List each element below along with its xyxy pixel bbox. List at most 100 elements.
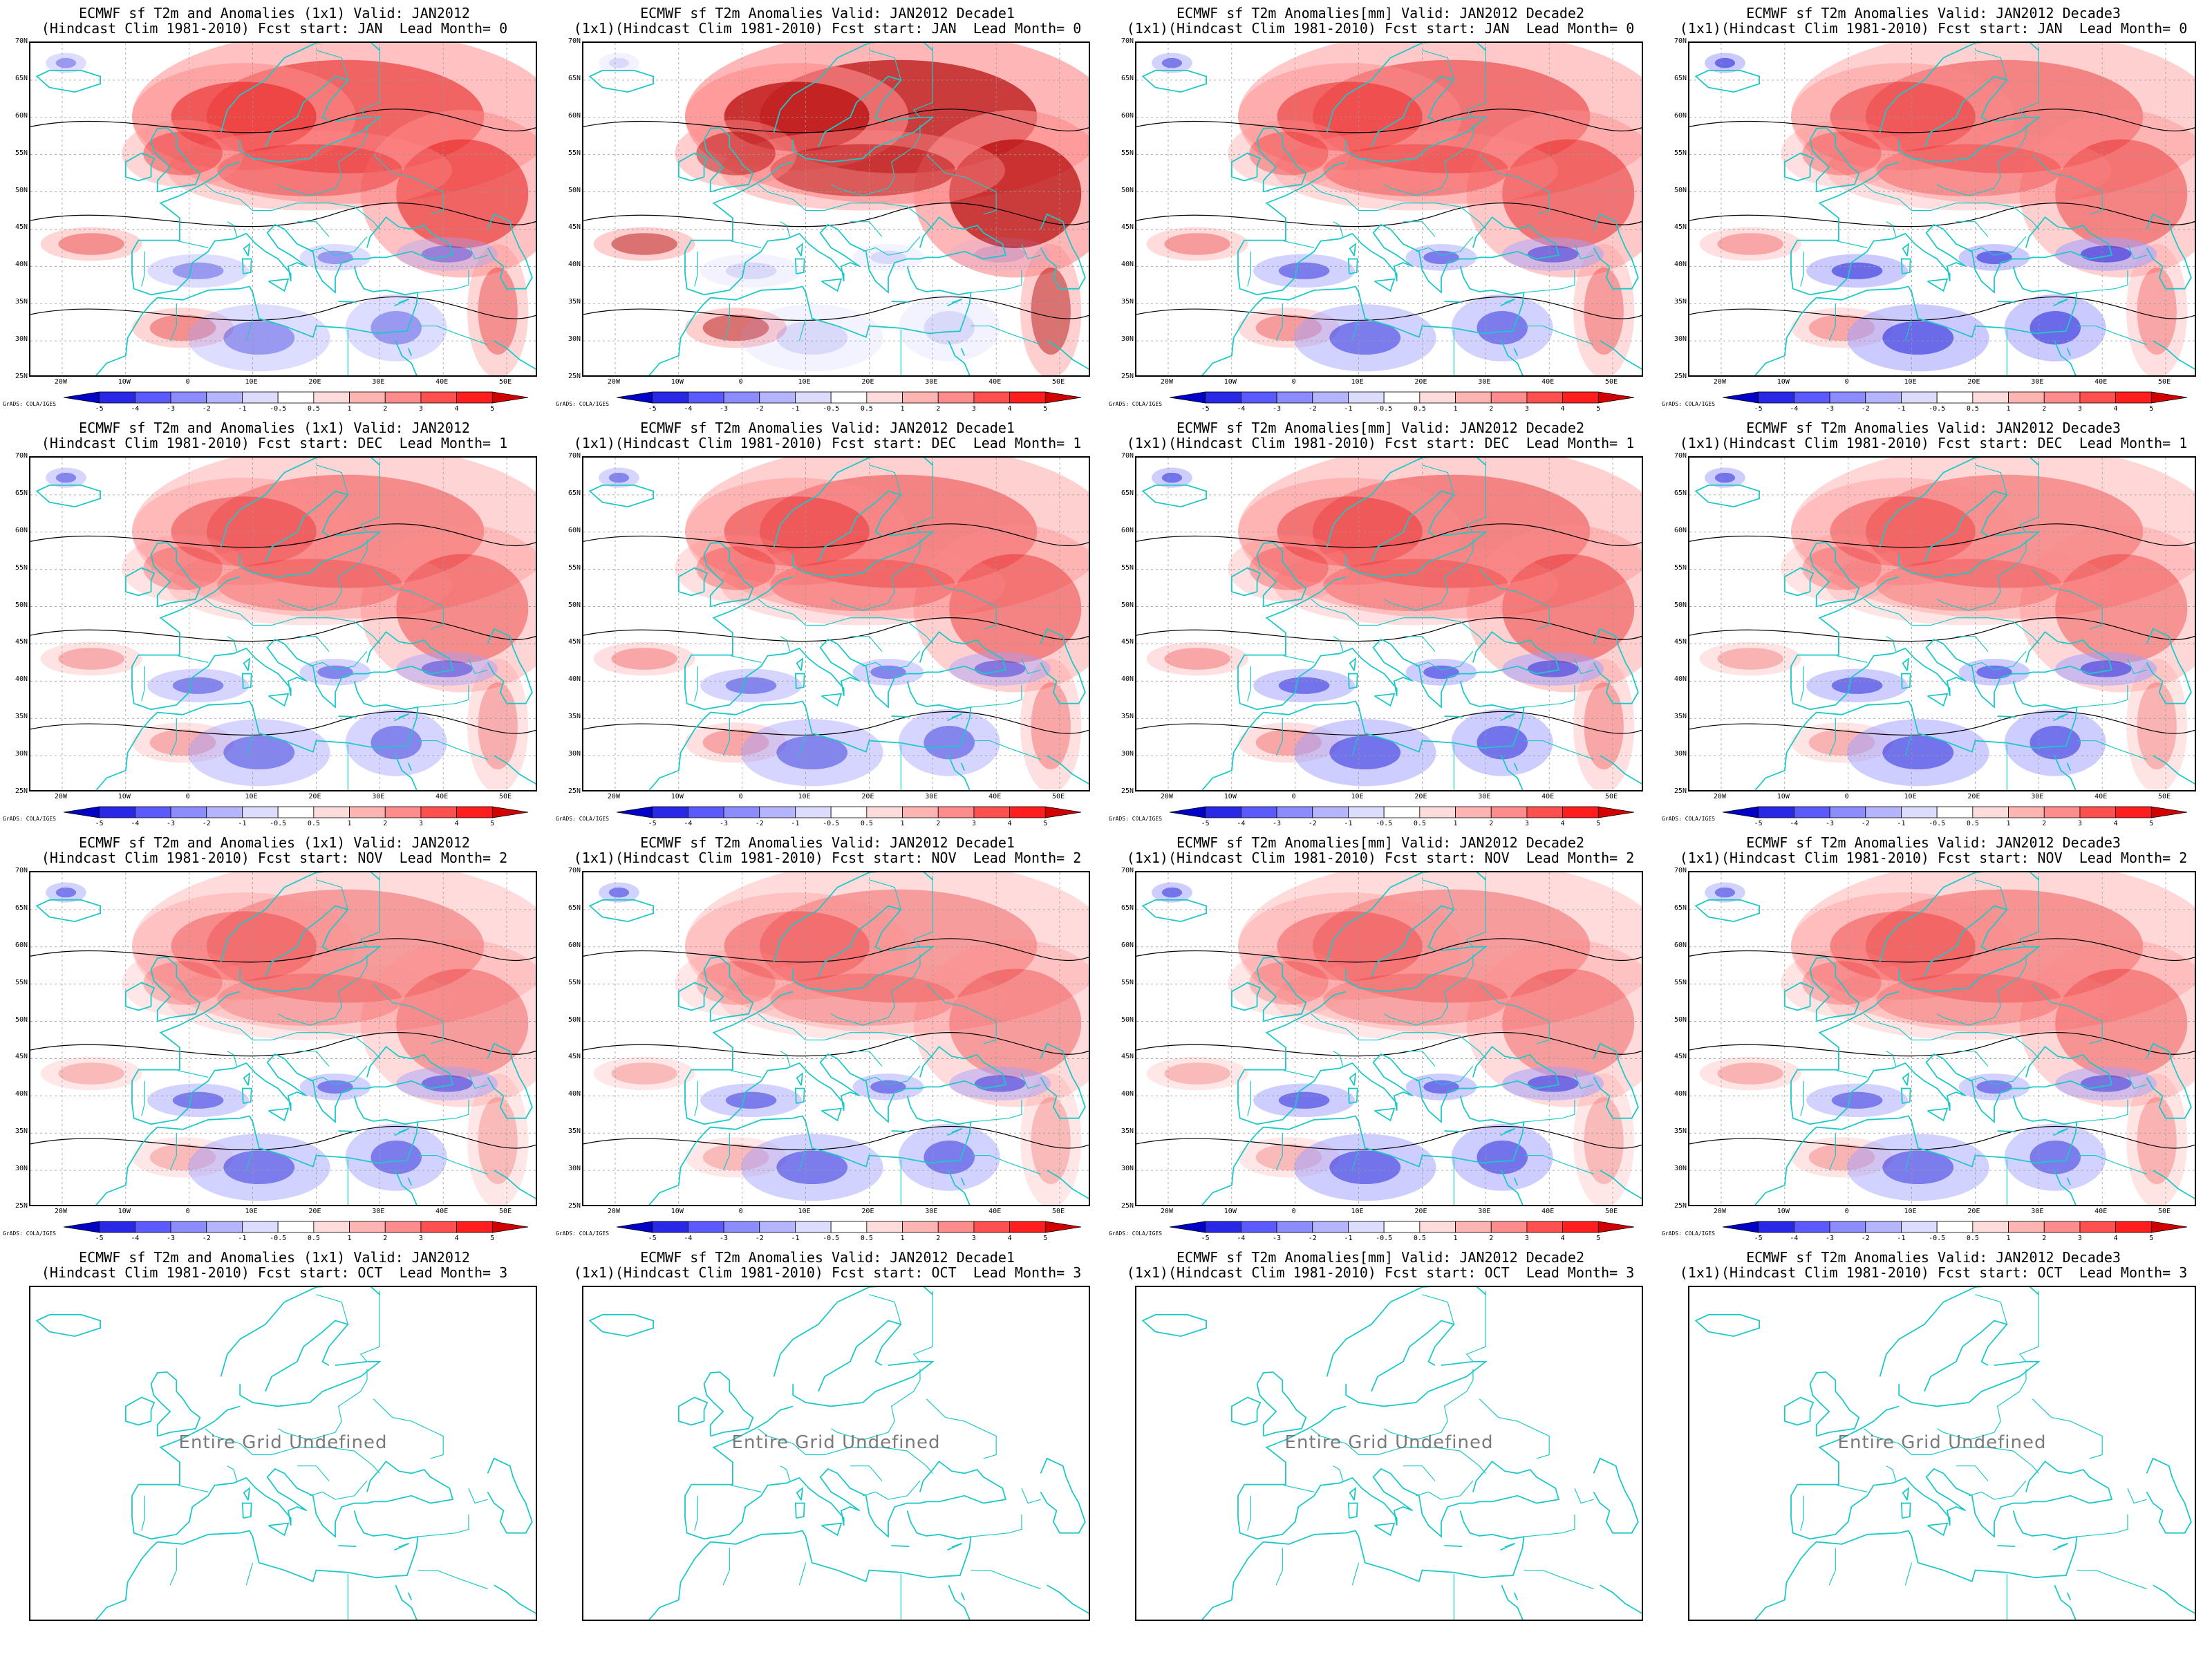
coastline — [677, 567, 709, 597]
colorbar-swatch — [1009, 806, 1046, 818]
coastline — [1754, 1510, 2078, 1620]
cold-anomaly-core — [2080, 245, 2132, 263]
map-panel: ECMWF sf T2m and Anomalies (1x1) Valid: … — [1, 831, 547, 1244]
coastline — [947, 1127, 962, 1136]
country-border — [1479, 569, 1550, 630]
warm-anomaly-area — [685, 308, 787, 348]
colorbar-swatch — [1276, 391, 1313, 404]
warm-anomaly-area — [40, 641, 142, 676]
coastline — [95, 681, 419, 790]
coastline — [1754, 266, 2078, 375]
coastline — [1809, 956, 1860, 1022]
coastline — [1902, 1071, 1910, 1086]
temperature-contour — [1136, 938, 1642, 963]
coastline — [1924, 905, 2008, 977]
coastline — [1047, 755, 1089, 785]
longitude-label: 10E — [1351, 1208, 1364, 1215]
coastline — [1047, 1170, 1089, 1199]
coastline — [794, 1087, 805, 1104]
colorbar-tick-label: -0.5 — [270, 1235, 287, 1242]
country-border — [2077, 325, 2147, 346]
latitude-label: 55N — [1121, 978, 1134, 986]
colorbar-swatch — [866, 391, 903, 404]
colorbar-tick-label: 4 — [1007, 820, 1012, 827]
longitude-label: 10W — [671, 378, 684, 386]
country-border — [850, 1465, 883, 1481]
colorbar-swatch — [1562, 1221, 1599, 1233]
coastline — [2054, 1584, 2077, 1620]
panel-title-line1: ECMWF sf T2m Anomalies Valid: JAN2012 De… — [1746, 420, 2121, 436]
cold-anomaly-area — [740, 719, 883, 787]
coastline — [703, 956, 754, 1022]
longitude-label: 50E — [499, 1208, 512, 1215]
longitude-label: 20E — [861, 793, 874, 800]
colorbar-tick-label: -3 — [1273, 820, 1282, 827]
latitude-label: 65N — [1674, 489, 1687, 497]
colorbar-tick-label: 0.5 — [860, 1235, 873, 1242]
coastline — [1371, 1320, 1455, 1392]
latitude-label: 70N — [1674, 37, 1687, 45]
warm-anomaly-area — [132, 892, 356, 1000]
warm-anomaly-core — [149, 315, 216, 341]
longitude-label: 50E — [1605, 1208, 1618, 1215]
cold-anomaly-area — [299, 1074, 371, 1100]
country-border — [912, 46, 933, 118]
colorbar-tick-label: -5 — [1201, 820, 1210, 827]
longitude-label: 50E — [1052, 1208, 1065, 1215]
country-border — [1574, 658, 1594, 675]
country-border — [863, 236, 921, 256]
colorbar-swatch — [866, 1221, 903, 1233]
cold-anomaly-core — [1278, 677, 1330, 694]
country-border — [297, 1051, 330, 1067]
latitude-label: 35N — [1674, 713, 1687, 721]
colorbar-tick-label: 4 — [1007, 1235, 1012, 1242]
coastline — [1444, 1130, 1463, 1132]
colorbar-swatch — [1205, 391, 1241, 404]
cold-anomaly-area — [147, 254, 250, 288]
latitude-label: 70N — [568, 452, 581, 460]
country-border — [2018, 1291, 2039, 1362]
grads-credit: GrADS: COLA/IGES — [3, 401, 57, 407]
colorbar-tick-label: 4 — [2113, 1235, 2118, 1242]
country-border — [1886, 1024, 2039, 1059]
warm-anomaly-area — [167, 130, 453, 211]
longitude-label: 50E — [2158, 793, 2171, 800]
country-border — [1886, 1465, 1897, 1481]
panel-title-line1: ECMWF sf T2m and Anomalies (1x1) Valid: … — [79, 1249, 470, 1266]
coastline — [338, 715, 357, 718]
colorbar-tick-label: -1 — [1344, 1235, 1353, 1242]
longitude-label: 20E — [308, 793, 321, 800]
panel-title-line2: (Hindcast Clim 1981-2010) Fcst start: NO… — [41, 850, 508, 866]
warm-anomaly-core — [217, 973, 403, 1027]
latitude-label: 25N — [15, 1202, 28, 1210]
cold-anomaly-core — [2030, 1141, 2081, 1174]
cold-anomaly-core — [317, 1080, 353, 1094]
latitude-label: 30N — [1674, 1165, 1687, 1173]
coastline — [1900, 1087, 1911, 1104]
cold-anomaly-core — [1976, 250, 2012, 265]
coastline — [1790, 991, 2113, 1125]
coastline — [703, 126, 754, 193]
colorbar-tick-label: -4 — [684, 820, 693, 827]
country-border — [758, 599, 780, 611]
colorbar-tick-label: 4 — [454, 1235, 459, 1242]
latitude-label: 45N — [1121, 638, 1134, 646]
longitude-label: 20W — [54, 1208, 67, 1215]
colorbar-swatch — [1170, 806, 1206, 818]
coastline — [2066, 1592, 2072, 1601]
country-border — [310, 650, 368, 671]
colorbar-swatch — [349, 806, 386, 818]
colorbar-tick-label: -0.5 — [1376, 405, 1393, 413]
latitude-label: 50N — [1121, 1015, 1134, 1024]
cold-anomaly-area — [1806, 1083, 1909, 1118]
colorbar-tick-label: -2 — [202, 820, 211, 827]
cold-anomaly-core — [55, 887, 77, 898]
coastline — [1141, 484, 1207, 508]
coastline — [243, 242, 251, 256]
country-border — [850, 221, 883, 237]
country-border — [1969, 236, 2027, 256]
latitude-label: 55N — [1121, 563, 1134, 572]
colorbar-tick-label: -4 — [684, 405, 693, 413]
coastline — [1444, 301, 1463, 303]
coastline — [243, 657, 251, 671]
